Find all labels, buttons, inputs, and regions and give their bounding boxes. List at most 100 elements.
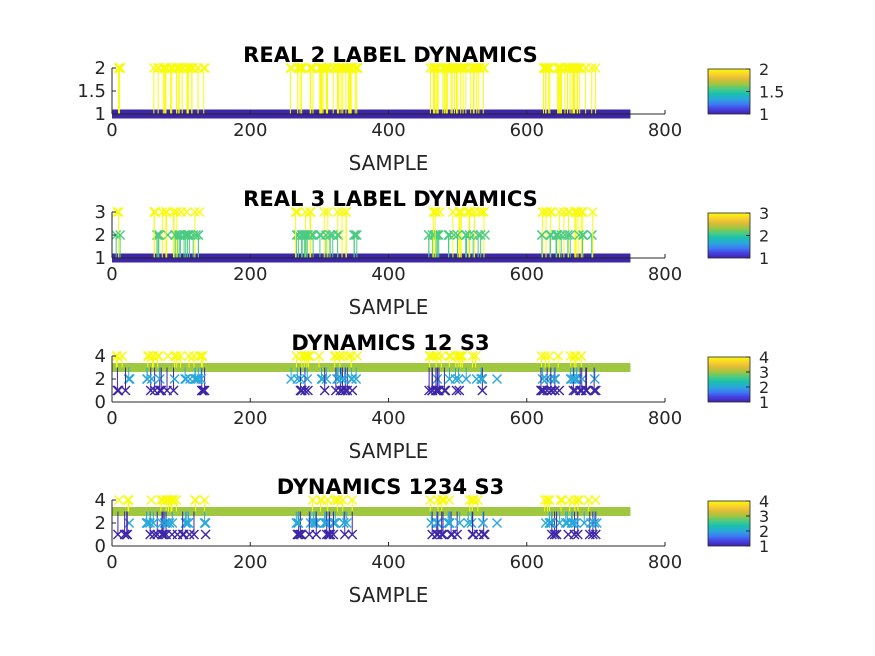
data-point bbox=[180, 374, 191, 384]
colorbar-tick-label: 2 bbox=[759, 522, 769, 541]
data-point bbox=[545, 518, 556, 528]
data-point bbox=[564, 495, 575, 505]
data-point bbox=[180, 230, 191, 240]
data-point bbox=[177, 529, 188, 540]
x-tick-label: 800 bbox=[648, 552, 682, 573]
data-point bbox=[293, 529, 304, 540]
data-point bbox=[332, 207, 343, 217]
data-point bbox=[337, 385, 348, 396]
data-point bbox=[549, 385, 560, 396]
data-point bbox=[575, 63, 586, 73]
data-point bbox=[320, 518, 331, 528]
y-tick-label: 3 bbox=[95, 202, 106, 223]
data-point bbox=[574, 230, 585, 240]
data-point bbox=[589, 385, 600, 396]
data-point bbox=[342, 63, 352, 73]
data-point bbox=[142, 374, 153, 384]
data-point bbox=[292, 207, 303, 217]
data-point bbox=[430, 207, 441, 217]
data-point bbox=[352, 63, 363, 73]
y-tick-label: 2 bbox=[95, 225, 106, 246]
data-point bbox=[544, 63, 555, 73]
data-point bbox=[545, 385, 556, 396]
data-point bbox=[540, 351, 551, 361]
data-point bbox=[168, 495, 179, 505]
data-point bbox=[537, 207, 548, 217]
data-point bbox=[461, 230, 472, 240]
data-point bbox=[149, 385, 160, 396]
data-point bbox=[536, 351, 547, 361]
data-point bbox=[311, 529, 322, 540]
data-point bbox=[199, 518, 210, 528]
x-axis-label: SAMPLE bbox=[349, 583, 429, 607]
data-point bbox=[492, 518, 503, 528]
x-tick-label: 0 bbox=[106, 120, 117, 141]
data-point bbox=[295, 529, 306, 540]
data-point bbox=[436, 495, 447, 505]
data-point bbox=[144, 518, 155, 528]
y-tick-label: 0 bbox=[95, 536, 106, 557]
x-axis-label: SAMPLE bbox=[349, 151, 429, 175]
data-point bbox=[573, 495, 584, 505]
x-tick-label: 200 bbox=[233, 264, 267, 285]
x-tick-label: 600 bbox=[510, 552, 544, 573]
data-point bbox=[428, 351, 439, 361]
data-point bbox=[178, 529, 189, 540]
colorbar-tick-label: 2 bbox=[759, 378, 769, 397]
data-point bbox=[478, 63, 489, 73]
data-point bbox=[184, 351, 195, 361]
data-point bbox=[156, 529, 167, 540]
y-tick-label: 1 bbox=[95, 248, 106, 269]
data-point bbox=[590, 63, 601, 73]
data-point bbox=[347, 529, 358, 540]
data-point bbox=[543, 63, 554, 73]
data-point bbox=[544, 518, 555, 528]
data-point bbox=[329, 495, 340, 505]
data-point bbox=[145, 529, 156, 540]
data-point bbox=[452, 230, 463, 240]
colorbar-tick-label: 3 bbox=[759, 507, 769, 526]
data-point bbox=[297, 230, 308, 240]
data-point bbox=[157, 495, 168, 505]
data-point bbox=[169, 207, 180, 217]
data-point bbox=[153, 230, 164, 240]
data-point bbox=[590, 385, 601, 396]
data-point bbox=[479, 63, 490, 73]
data-point bbox=[324, 529, 335, 540]
data-point bbox=[468, 495, 479, 505]
data-point bbox=[572, 207, 583, 217]
colorbar-tick-label: 1 bbox=[759, 105, 769, 124]
data-point bbox=[477, 518, 488, 528]
x-tick-label: 800 bbox=[648, 408, 682, 429]
data-point bbox=[296, 529, 307, 540]
data-point bbox=[447, 529, 458, 540]
data-point bbox=[431, 385, 442, 396]
data-point bbox=[551, 529, 562, 540]
data-point bbox=[544, 351, 555, 361]
data-point bbox=[113, 495, 124, 505]
data-point bbox=[536, 230, 547, 240]
data-point bbox=[338, 518, 349, 528]
data-point bbox=[456, 63, 467, 73]
y-tick-label: 1 bbox=[95, 104, 106, 125]
data-point bbox=[563, 529, 574, 540]
data-point bbox=[458, 63, 469, 73]
data-point bbox=[541, 374, 552, 384]
data-point bbox=[112, 207, 123, 217]
data-point bbox=[454, 385, 465, 396]
colorbar bbox=[707, 356, 751, 403]
data-point bbox=[589, 374, 600, 384]
data-point bbox=[197, 351, 208, 361]
data-point bbox=[305, 207, 316, 217]
data-point bbox=[432, 63, 443, 73]
data-point bbox=[554, 385, 565, 396]
data-point bbox=[149, 529, 160, 540]
data-point bbox=[154, 374, 165, 384]
data-point bbox=[544, 495, 555, 505]
data-point bbox=[146, 495, 157, 505]
data-point bbox=[155, 495, 166, 505]
data-point bbox=[541, 63, 552, 73]
data-point bbox=[199, 495, 210, 505]
